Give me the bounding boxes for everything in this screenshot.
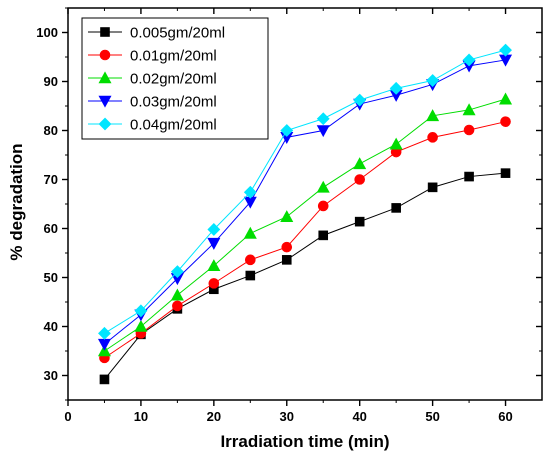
y-tick-label: 60	[44, 221, 58, 236]
legend-item: 0.005gm/20ml	[88, 25, 225, 42]
data-point	[389, 137, 403, 150]
data-point	[500, 116, 511, 127]
series-3	[97, 92, 513, 357]
data-point	[280, 124, 294, 137]
legend-item: 0.02gm/20ml	[88, 71, 217, 88]
data-point	[462, 103, 476, 116]
legend-marker	[98, 71, 112, 84]
legend-marker	[100, 27, 110, 37]
legend-item: 0.04gm/20ml	[88, 117, 217, 134]
series-1	[99, 168, 511, 385]
data-point	[317, 200, 329, 212]
data-point	[172, 300, 183, 312]
y-tick-label: 30	[44, 368, 58, 383]
legend-item: 0.01gm/20ml	[88, 48, 217, 65]
data-point	[245, 254, 256, 266]
data-point	[354, 216, 365, 227]
x-tick-label: 60	[498, 409, 512, 424]
legend-label: 0.03gm/20ml	[130, 94, 217, 111]
legend-item: 0.03gm/20ml	[88, 94, 217, 111]
x-tick-label: 50	[425, 409, 439, 424]
data-point	[499, 92, 513, 105]
data-point	[98, 326, 111, 340]
data-point	[281, 255, 292, 265]
y-axis-title: % degradation	[7, 143, 26, 260]
y-tick-label: 40	[44, 319, 58, 334]
data-point	[427, 182, 438, 193]
series-line	[104, 59, 506, 345]
y-tick-label: 80	[44, 123, 58, 138]
data-point	[354, 174, 365, 185]
y-tick-label: 70	[44, 172, 58, 187]
data-point	[316, 112, 330, 126]
data-point	[280, 210, 294, 223]
x-tick-label: 30	[280, 409, 294, 424]
data-point	[99, 374, 110, 385]
x-tick-label: 10	[134, 409, 148, 424]
data-point	[207, 237, 221, 250]
series-2	[99, 116, 511, 364]
legend-label: 0.01gm/20ml	[130, 48, 217, 65]
x-tick-label: 0	[64, 409, 71, 424]
data-point	[208, 278, 220, 289]
y-tick-label: 100	[36, 25, 58, 40]
axes-layer: 0 10 20 30 40 50 60 30 40 50 60 70 80 90 100	[36, 7, 543, 424]
legend-marker	[98, 95, 112, 108]
data-point	[134, 319, 148, 332]
data-point	[462, 53, 476, 67]
data-point	[207, 259, 221, 272]
series-5	[98, 43, 512, 340]
data-point	[207, 223, 221, 236]
legend-marker	[99, 49, 111, 61]
data-point	[353, 93, 367, 107]
data-point	[464, 171, 474, 182]
data-point	[134, 304, 148, 318]
x-tick-label: 20	[207, 409, 221, 424]
data-point	[389, 81, 403, 95]
x-tick-label: 40	[352, 409, 366, 424]
data-point	[245, 270, 256, 281]
data-point	[427, 132, 438, 143]
data-point	[500, 168, 511, 178]
data-point	[426, 109, 440, 122]
data-point	[391, 203, 401, 213]
series-line	[104, 49, 506, 334]
data-point	[316, 180, 330, 193]
data-point	[316, 125, 330, 138]
data-point	[243, 185, 257, 199]
data-point	[499, 43, 512, 57]
data-point	[463, 124, 475, 136]
legend-label: 0.02gm/20ml	[130, 71, 217, 88]
series-line	[104, 172, 506, 380]
data-point	[170, 265, 184, 279]
data-point	[281, 241, 293, 253]
x-axis-title: Irradiation time (min)	[220, 432, 389, 451]
y-tick-label: 50	[44, 270, 58, 285]
data-point	[170, 288, 184, 301]
data-point	[243, 226, 257, 239]
legend-label: 0.04gm/20ml	[130, 117, 217, 134]
plot-layer	[97, 43, 513, 385]
legend: 0.005gm/20ml 0.01gm/20ml 0.02gm/20ml 0.03gm…	[81, 17, 269, 140]
data-point	[426, 74, 440, 87]
data-point	[318, 230, 329, 241]
series-line	[104, 121, 506, 359]
legend-marker	[98, 117, 112, 131]
legend-label: 0.005gm/20ml	[130, 25, 225, 42]
y-tick-label: 90	[44, 74, 58, 89]
data-point	[353, 157, 367, 170]
